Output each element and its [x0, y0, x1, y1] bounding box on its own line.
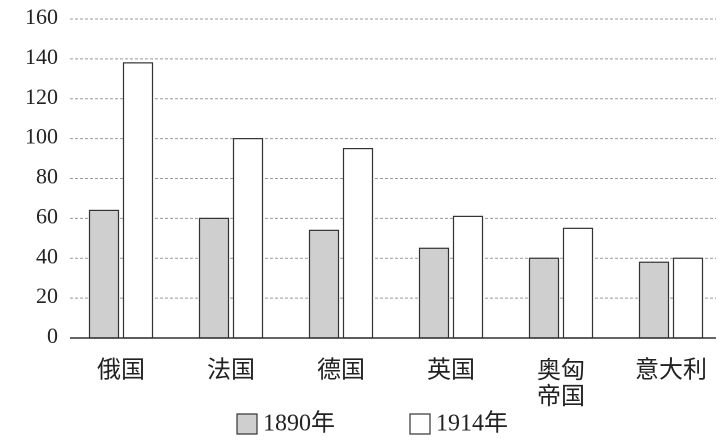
y-tick-label: 80 [36, 164, 58, 189]
x-tick-label: 法国 [207, 357, 255, 384]
x-tick-label: 英国 [427, 357, 475, 384]
x-tick-label: 意大利 [635, 357, 707, 384]
bar [88, 209, 120, 339]
y-tick-label: 120 [25, 84, 58, 109]
y-tick-label: 40 [36, 243, 58, 268]
x-tick-label: 德国 [317, 357, 365, 384]
y-tick-label: 160 [25, 4, 58, 29]
bar [342, 147, 374, 339]
y-tick-label: 20 [36, 283, 58, 308]
bar [452, 215, 484, 339]
legend-swatch [409, 413, 431, 435]
bar [308, 229, 340, 339]
x-tick-label: 俄国 [97, 357, 145, 384]
bar [562, 227, 594, 339]
bar [528, 257, 560, 339]
bar [672, 257, 704, 339]
bar [638, 261, 670, 339]
bar [232, 138, 264, 339]
y-tick-label: 100 [25, 124, 58, 149]
legend-swatch [236, 413, 258, 435]
bar [418, 247, 450, 339]
bar [122, 62, 154, 339]
y-tick-label: 140 [25, 44, 58, 69]
legend-label: 1914年 [436, 410, 508, 437]
y-tick-label: 0 [47, 323, 58, 348]
y-tick-label: 60 [36, 203, 58, 228]
bar [198, 217, 230, 339]
x-tick-label: 奥匈帝国 [537, 357, 585, 410]
legend-label: 1890年 [263, 410, 335, 437]
